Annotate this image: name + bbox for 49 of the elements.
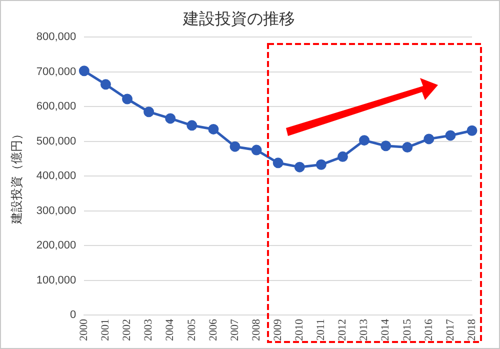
x-tick-label: 2004: [164, 318, 176, 341]
point: [78, 66, 90, 76]
point: [230, 141, 240, 152]
x-tick-label: 2008: [250, 318, 262, 341]
x-tick-label: 2017: [444, 318, 456, 341]
point: [466, 125, 478, 136]
point: [359, 135, 370, 146]
x-tick-label: 2009: [272, 318, 284, 341]
x-tick-label: 2006: [207, 318, 220, 341]
y-tick-label: 0: [70, 309, 76, 322]
y-tick-label: 400,000: [36, 170, 76, 182]
x-tick-label: 2010: [294, 318, 306, 341]
point: [424, 134, 434, 144]
x-tick-label: 2003: [142, 318, 155, 341]
point: [165, 113, 176, 124]
point: [380, 140, 392, 152]
chart-title: 建設投資の推移: [182, 8, 295, 28]
point: [186, 120, 198, 131]
x-tick-label: 2015: [401, 318, 414, 341]
point: [337, 151, 348, 162]
point: [208, 124, 219, 134]
y-tick-label: 100,000: [36, 274, 76, 286]
x-tick-label: 2014: [380, 318, 392, 341]
point: [122, 94, 133, 104]
x-tick-label: 2012: [336, 319, 349, 341]
point: [294, 162, 305, 172]
point: [316, 159, 326, 170]
y-tick-label: 200,000: [36, 240, 76, 252]
y-axis-title: 建設投資（億円）: [9, 128, 24, 226]
point: [402, 142, 413, 153]
y-tick-label: 800,000: [36, 31, 76, 44]
y-tick-label: 300,000: [36, 204, 76, 217]
x-tick-label: 2013: [358, 318, 370, 341]
x-tick-label: 2002: [121, 319, 134, 341]
y-tick-label: 600,000: [36, 100, 76, 113]
x-tick-label: 2011: [315, 319, 328, 341]
x-tick-label: 2016: [422, 318, 435, 341]
point: [100, 79, 111, 90]
y-tick-label: 500,000: [36, 135, 76, 148]
x-tick-label: 2018: [466, 318, 478, 341]
y-tick-label: 700,000: [36, 66, 76, 78]
x-tick-label: 2000: [78, 318, 90, 341]
x-tick-label: 2007: [228, 318, 241, 341]
point: [445, 130, 456, 141]
point: [251, 144, 262, 156]
point: [144, 106, 154, 118]
x-tick-label: 2005: [186, 318, 198, 341]
x-tick-label: 2001: [100, 319, 112, 341]
point: [272, 158, 284, 168]
